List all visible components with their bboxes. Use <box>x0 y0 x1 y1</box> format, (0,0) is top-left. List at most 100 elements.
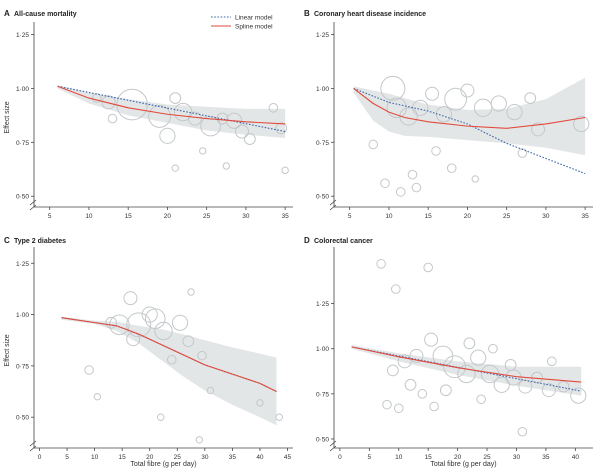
legend-label: Linear model <box>235 15 273 22</box>
panel-letter: B <box>304 9 310 18</box>
study-point <box>493 376 510 393</box>
study-point <box>105 316 118 329</box>
study-point <box>206 386 215 395</box>
study-point <box>457 364 476 384</box>
study-point <box>504 359 517 371</box>
study-point <box>446 163 457 173</box>
x-tick-label: 20 <box>146 454 154 461</box>
y-tick-label: 1·25 <box>316 32 329 39</box>
x-tick-label: 25 <box>483 454 491 461</box>
confidence-band <box>57 85 286 138</box>
y-tick-label: 1·25 <box>316 301 329 308</box>
x-tick-label: 5 <box>368 454 372 461</box>
y-tick-label: 0·75 <box>316 391 329 398</box>
x-tick-label: 15 <box>425 454 433 461</box>
x-tick-label: 30 <box>242 213 250 220</box>
study-point <box>141 306 158 323</box>
y-tick-label: 0·50 <box>16 415 29 422</box>
y-tick-label: 1·00 <box>16 86 29 93</box>
study-point <box>570 387 587 404</box>
x-tick-label: 40 <box>572 454 580 461</box>
x-tick-label: 10 <box>385 213 393 220</box>
study-point <box>182 335 195 348</box>
x-tick-label: 5 <box>48 213 52 220</box>
study-point <box>216 112 229 125</box>
study-point <box>411 182 422 193</box>
study-point <box>187 111 202 126</box>
linear-model-line <box>57 85 286 133</box>
panel-b: B Coronary heart disease incidence 0·50 0·7… <box>304 9 593 220</box>
panel-a: A All-cause mortality 0·50 0·75 1·00 1·25 5 10 1… <box>4 9 293 220</box>
x-axis-label: Total fibre (g per day) <box>430 461 496 468</box>
panel-title: Colorectal cancer <box>314 238 373 245</box>
study-point <box>275 413 283 421</box>
panel-letter: A <box>4 9 10 18</box>
x-tick-label: 30 <box>513 454 521 461</box>
panel-d: D Colorectal cancer 0·50 0·75 1·00 1·25 0 5 10 15… <box>304 236 593 468</box>
study-point <box>443 355 467 379</box>
x-tick-label: 35 <box>282 213 290 220</box>
spline-model-line <box>61 317 277 393</box>
study-point <box>222 162 230 170</box>
study-point <box>268 102 279 113</box>
x-tick-label: 40 <box>256 454 264 461</box>
study-point <box>107 113 118 124</box>
y-tick-label: 1·25 <box>16 32 29 39</box>
study-point <box>488 343 498 354</box>
study-point <box>490 95 507 112</box>
y-axis-label: Effect size <box>4 101 11 133</box>
study-point <box>541 383 556 398</box>
linear-model-line <box>351 346 582 392</box>
x-tick-label: 35 <box>542 454 550 461</box>
study-point <box>517 426 528 437</box>
axis-break-icon <box>29 440 37 452</box>
study-point <box>417 389 428 399</box>
study-point <box>166 354 177 365</box>
study-point <box>157 413 165 421</box>
y-tick-label: 0·75 <box>316 140 329 147</box>
study-point <box>197 350 207 361</box>
study-point <box>173 102 193 122</box>
study-point <box>395 187 406 197</box>
study-point <box>517 148 528 158</box>
study-point <box>423 262 433 273</box>
study-point <box>169 92 182 104</box>
study-point <box>234 124 249 139</box>
y-axis-label: Effect size <box>4 334 11 366</box>
spline-model-line <box>353 87 586 129</box>
study-point <box>391 284 401 294</box>
x-tick-label: 5 <box>348 213 352 220</box>
study-point <box>123 291 138 306</box>
study-point <box>524 92 537 104</box>
x-tick-label: 0 <box>38 454 42 461</box>
confidence-band <box>353 77 586 156</box>
study-point <box>425 86 440 101</box>
study-point <box>407 169 418 180</box>
study-point <box>386 364 399 377</box>
x-tick-label: 5 <box>65 454 69 461</box>
spline-model-line <box>57 85 286 125</box>
study-point <box>476 394 486 405</box>
study-point <box>424 332 439 347</box>
x-tick-label: 15 <box>425 213 433 220</box>
x-tick-label: 30 <box>201 454 209 461</box>
confidence-band <box>351 345 582 396</box>
study-point <box>397 354 412 369</box>
study-points <box>84 288 283 444</box>
x-tick-label: 25 <box>503 213 511 220</box>
study-point <box>380 75 406 101</box>
study-point <box>557 380 570 393</box>
study-point <box>382 399 392 410</box>
spline-model-line <box>351 346 582 383</box>
study-point <box>159 127 176 144</box>
study-point <box>126 312 152 338</box>
y-tick-label: 1·00 <box>16 312 29 319</box>
study-point <box>506 104 523 121</box>
x-tick-label: 15 <box>125 213 133 220</box>
study-point <box>195 436 204 444</box>
study-point <box>531 122 546 137</box>
study-point <box>154 321 173 341</box>
study-point <box>431 146 441 156</box>
x-tick-label: 30 <box>542 213 550 220</box>
